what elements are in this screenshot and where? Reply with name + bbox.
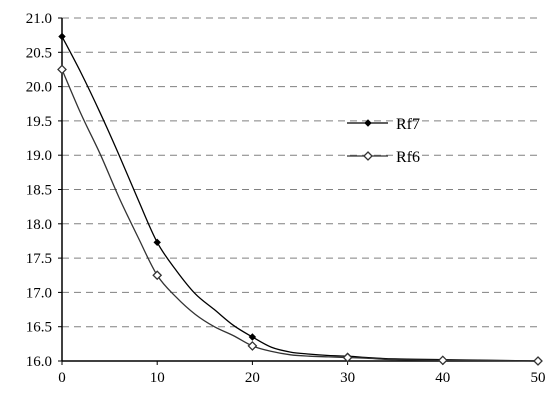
x-tick-label: 0 [58, 370, 66, 386]
x-tick-label: 30 [340, 370, 355, 386]
x-tick-label: 50 [531, 370, 546, 386]
data-point-rf6 [437, 355, 448, 366]
data-point-rf6 [152, 270, 163, 281]
data-point-rf6 [247, 340, 258, 351]
gridlines [62, 17, 538, 328]
y-tick-label: 16.5 [26, 320, 52, 336]
data-point-rf7 [153, 238, 161, 247]
legend-label-rf7: Rf7 [396, 116, 420, 133]
x-tick-label: 40 [435, 370, 450, 386]
data-point-rf7 [58, 32, 66, 41]
legend-item-rf7: Rf7 [347, 116, 420, 133]
y-axis-ticks: 16.0 16.5 17.0 17.5 18.0 18.5 19.0 19.5 20.0 20.5… [26, 11, 62, 370]
legend: Rf7 Rf6 [347, 116, 420, 166]
x-tick-label: 10 [150, 370, 165, 386]
series-line-rf7 [61, 36, 539, 362]
y-tick-label: 17.5 [26, 251, 52, 267]
y-tick-label: 17.0 [26, 285, 52, 301]
legend-marker-rf7 [364, 119, 372, 127]
legend-label-rf6: Rf6 [396, 149, 420, 166]
series-rf7 [58, 32, 542, 365]
data-point-rf6 [57, 64, 67, 75]
data-point-rf6 [533, 356, 543, 366]
legend-marker-rf6 [363, 151, 373, 161]
y-tick-label: 18.5 [26, 183, 52, 199]
data-point-rf7 [248, 333, 257, 341]
y-tick-label: 21.0 [26, 11, 52, 27]
x-tick-label: 20 [245, 370, 260, 386]
x-axis-ticks: 0 10 20 30 40 50 [58, 361, 546, 386]
legend-item-rf6: Rf6 [347, 149, 420, 166]
y-tick-label: 19.5 [26, 114, 52, 130]
series [57, 32, 543, 366]
y-tick-label: 18.0 [26, 217, 52, 233]
series-line-rf6 [61, 69, 539, 362]
y-tick-label: 19.0 [26, 148, 52, 164]
data-point-rf6 [342, 352, 353, 363]
y-tick-label: 20.5 [26, 45, 52, 61]
y-tick-label: 16.0 [26, 354, 52, 370]
y-tick-label: 20.0 [26, 80, 52, 96]
series-rf6 [57, 64, 543, 366]
